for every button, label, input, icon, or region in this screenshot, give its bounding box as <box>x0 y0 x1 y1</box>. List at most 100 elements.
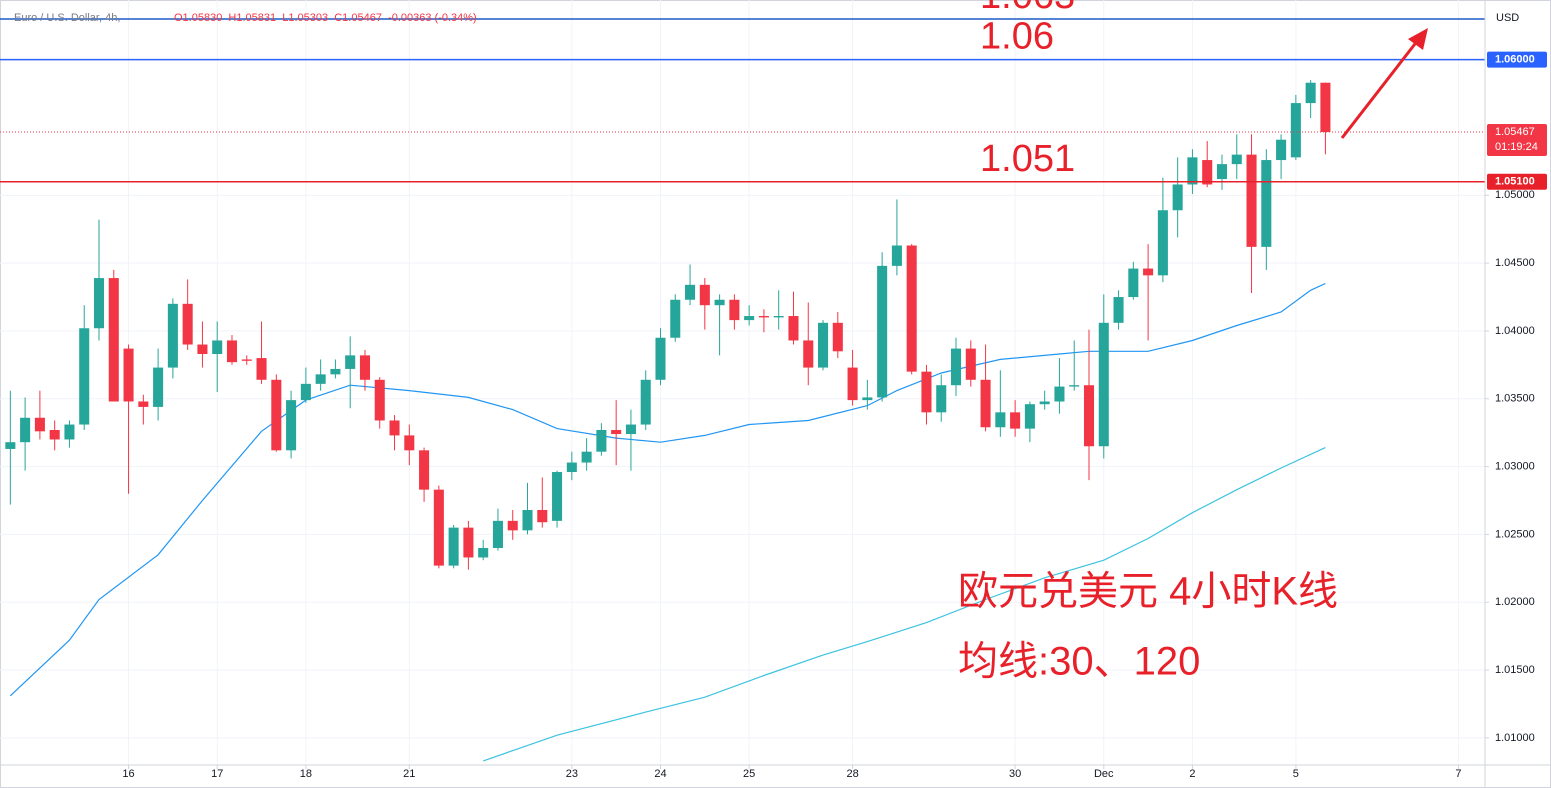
candle-body <box>241 359 252 361</box>
x-tick-label: 2 <box>1189 768 1195 780</box>
plot: 1.0631.06 1.051 <box>0 0 1485 762</box>
candle-body <box>93 278 105 329</box>
candle-body <box>433 489 444 566</box>
candle-body <box>552 472 563 521</box>
candle-body <box>670 299 681 338</box>
candle-body <box>537 510 548 523</box>
candle-body <box>1320 82 1331 132</box>
x-tick-label: 7 <box>1455 768 1461 780</box>
axis: 1.01000 1.01500 1.02000 1.02500 1.03000 1.035… <box>122 51 1547 780</box>
candle-body <box>1069 385 1080 387</box>
candle-body <box>1024 404 1035 429</box>
candle-body <box>226 340 238 363</box>
candle-body <box>1290 103 1301 158</box>
x-tick-label: 28 <box>846 768 858 780</box>
candle-body <box>773 316 784 318</box>
candle-body <box>123 348 134 402</box>
candle-body <box>1113 297 1124 323</box>
candle-body <box>891 245 902 266</box>
candle-body <box>744 316 755 321</box>
countdown: 01:19:24 <box>1495 141 1538 153</box>
moving-average <box>483 447 1326 762</box>
y-tick-label: 1.04000 <box>1495 325 1535 337</box>
candle-body <box>714 299 725 306</box>
price-tag-label: 1.06000 <box>1495 54 1535 66</box>
candle-body <box>492 520 503 548</box>
candle-body <box>640 379 651 425</box>
y-tick-label: 1.01000 <box>1495 732 1535 744</box>
candle-body <box>286 400 297 451</box>
y-tick-label: 1.03500 <box>1495 393 1535 405</box>
annotation: 均线:30、120 <box>958 640 1200 684</box>
candle-body <box>315 374 326 384</box>
candle-body <box>182 303 193 345</box>
candle-body <box>1246 154 1257 247</box>
candle-body <box>271 379 282 451</box>
candle-body <box>1202 160 1213 185</box>
candle-body <box>655 337 666 380</box>
candle-body <box>1172 184 1183 211</box>
candle-body <box>1054 386 1065 402</box>
candle-body <box>1261 160 1272 247</box>
candle-body <box>847 367 858 401</box>
x-tick-label: 24 <box>654 768 666 780</box>
candle-body <box>5 442 16 449</box>
candle-body <box>345 355 356 369</box>
candle-body <box>404 435 415 451</box>
candle-body <box>1143 268 1154 276</box>
candle-body <box>522 510 533 531</box>
moving-average <box>9 282 1326 697</box>
candle-body <box>596 429 607 452</box>
candle-body <box>359 355 370 380</box>
candle-body <box>507 520 518 531</box>
level-label: 1.051 <box>980 138 1075 180</box>
y-tick-label: 1.02500 <box>1495 528 1535 540</box>
candle-body <box>1098 322 1109 447</box>
candle-body <box>1039 401 1050 405</box>
candle-body <box>625 424 636 435</box>
candle-body <box>167 303 178 368</box>
last-price-tag <box>1487 123 1547 156</box>
level-label: 1.063 <box>980 0 1075 17</box>
candle-body <box>153 367 164 407</box>
x-tick-label: 17 <box>211 768 223 780</box>
candle-body <box>950 348 962 386</box>
x-tick-label: 21 <box>403 768 415 780</box>
level-label: 1.06 <box>980 16 1054 58</box>
candle-body <box>300 383 311 401</box>
price-tag <box>1487 51 1547 68</box>
candle-body <box>906 245 917 372</box>
candle-body <box>818 322 829 368</box>
candle-body <box>34 417 45 432</box>
candle-body <box>1187 157 1198 185</box>
candle-body <box>729 299 740 321</box>
candle-body <box>197 344 208 355</box>
candle-body <box>1216 164 1228 180</box>
x-tick-label: 30 <box>1009 768 1021 780</box>
candle-body <box>64 424 75 440</box>
y-tick-label: 1.02000 <box>1495 596 1535 608</box>
x-tick-label: Dec <box>1094 768 1114 780</box>
x-tick-label: 16 <box>122 768 134 780</box>
candle-body <box>1157 210 1168 276</box>
ohlc: O1.05830 H1.05831 L1.05303 C1.05467 -0.0… <box>174 12 477 24</box>
candle-body <box>581 451 592 463</box>
price-tag-label: 1.05100 <box>1495 176 1535 188</box>
x-tick-label: 5 <box>1293 768 1299 780</box>
candle-body <box>936 385 947 413</box>
candle-body <box>921 371 932 413</box>
candle-body <box>1010 412 1021 429</box>
candle-body <box>758 316 769 318</box>
candle-body <box>566 462 577 473</box>
y-tick-label: 1.04500 <box>1495 257 1535 269</box>
x-tick-label: 25 <box>743 768 755 780</box>
candle-body <box>995 412 1006 428</box>
x-tick-label: 18 <box>300 768 312 780</box>
y-tick-label: 1.01500 <box>1495 664 1535 676</box>
candle-body <box>1276 139 1287 161</box>
candle-body <box>20 417 31 443</box>
candle-body <box>212 340 223 355</box>
